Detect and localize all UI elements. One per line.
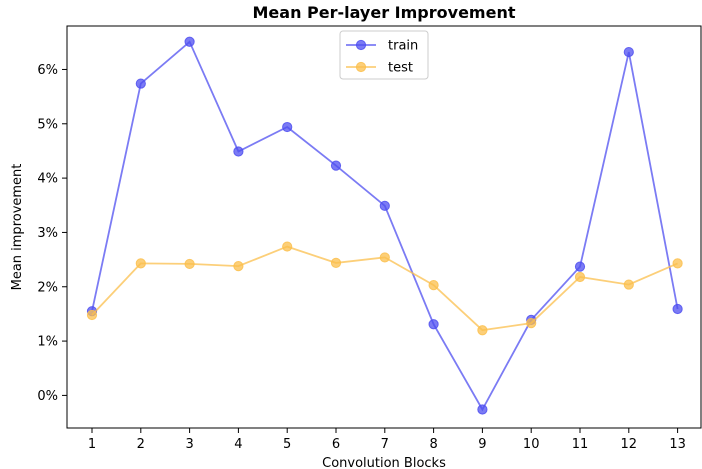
data-point-test — [379, 252, 390, 263]
y-tick-label: 5% — [37, 117, 58, 132]
x-tick-label: 11 — [572, 437, 589, 452]
x-tick-label: 3 — [185, 437, 193, 452]
data-point-train — [184, 36, 195, 47]
y-axis: 0% 1% 2% 3% 4% 5% 6% — [37, 63, 67, 404]
y-tick-label: 0% — [37, 389, 58, 404]
series-line-train — [91, 40, 679, 412]
x-tick-label: 5 — [283, 437, 291, 452]
x-tick-label: 12 — [621, 437, 638, 452]
x-tick-label: 13 — [669, 437, 686, 452]
legend-label-test: test — [388, 61, 413, 76]
legend: train test — [339, 30, 429, 80]
series-test — [86, 241, 683, 336]
x-tick-label: 10 — [523, 437, 540, 452]
data-point-test — [135, 258, 146, 269]
x-tick-label: 7 — [381, 437, 389, 452]
x-axis: 1 2 3 4 5 6 7 8 9 10 11 12 13 — [88, 428, 686, 452]
data-point-train — [135, 78, 146, 89]
data-point-train — [428, 319, 439, 330]
series-train — [86, 36, 683, 415]
x-tick-label: 1 — [88, 437, 96, 452]
x-tick-label: 4 — [234, 437, 242, 452]
series-layer — [86, 36, 683, 415]
data-point-train — [672, 303, 683, 315]
data-point-test — [623, 279, 634, 290]
data-point-test — [86, 309, 98, 321]
data-point-test — [184, 258, 195, 270]
data-point-train — [330, 160, 342, 171]
data-point-test — [672, 258, 683, 269]
data-point-train — [477, 404, 488, 415]
y-tick-label: 6% — [37, 63, 58, 78]
x-axis-label: Convolution Blocks — [322, 456, 446, 469]
data-point-train — [233, 146, 244, 157]
y-axis-label: Mean improvement — [10, 164, 25, 291]
data-point-test — [477, 325, 488, 336]
data-point-test — [282, 241, 293, 252]
data-point-test — [574, 271, 586, 283]
data-point-test — [428, 280, 439, 291]
legend-marker-test — [355, 61, 367, 73]
data-point-train — [574, 261, 586, 272]
data-point-test — [330, 257, 342, 268]
legend-label-train: train — [388, 39, 418, 54]
x-tick-label: 9 — [478, 437, 486, 452]
y-tick-label: 2% — [37, 280, 58, 295]
chart-title: Mean Per-layer Improvement — [253, 3, 516, 22]
x-tick-label: 2 — [137, 437, 145, 452]
data-point-train — [379, 200, 390, 211]
y-tick-label: 4% — [37, 172, 58, 187]
y-tick-label: 1% — [37, 335, 58, 350]
data-point-test — [526, 318, 537, 329]
x-tick-label: 8 — [429, 437, 437, 452]
x-tick-label: 6 — [332, 437, 340, 452]
data-point-test — [233, 261, 244, 272]
data-point-train — [282, 121, 293, 133]
data-point-train — [623, 46, 634, 58]
y-tick-label: 3% — [37, 226, 58, 241]
plot-frame — [66, 25, 702, 429]
legend-marker-train — [355, 39, 367, 51]
